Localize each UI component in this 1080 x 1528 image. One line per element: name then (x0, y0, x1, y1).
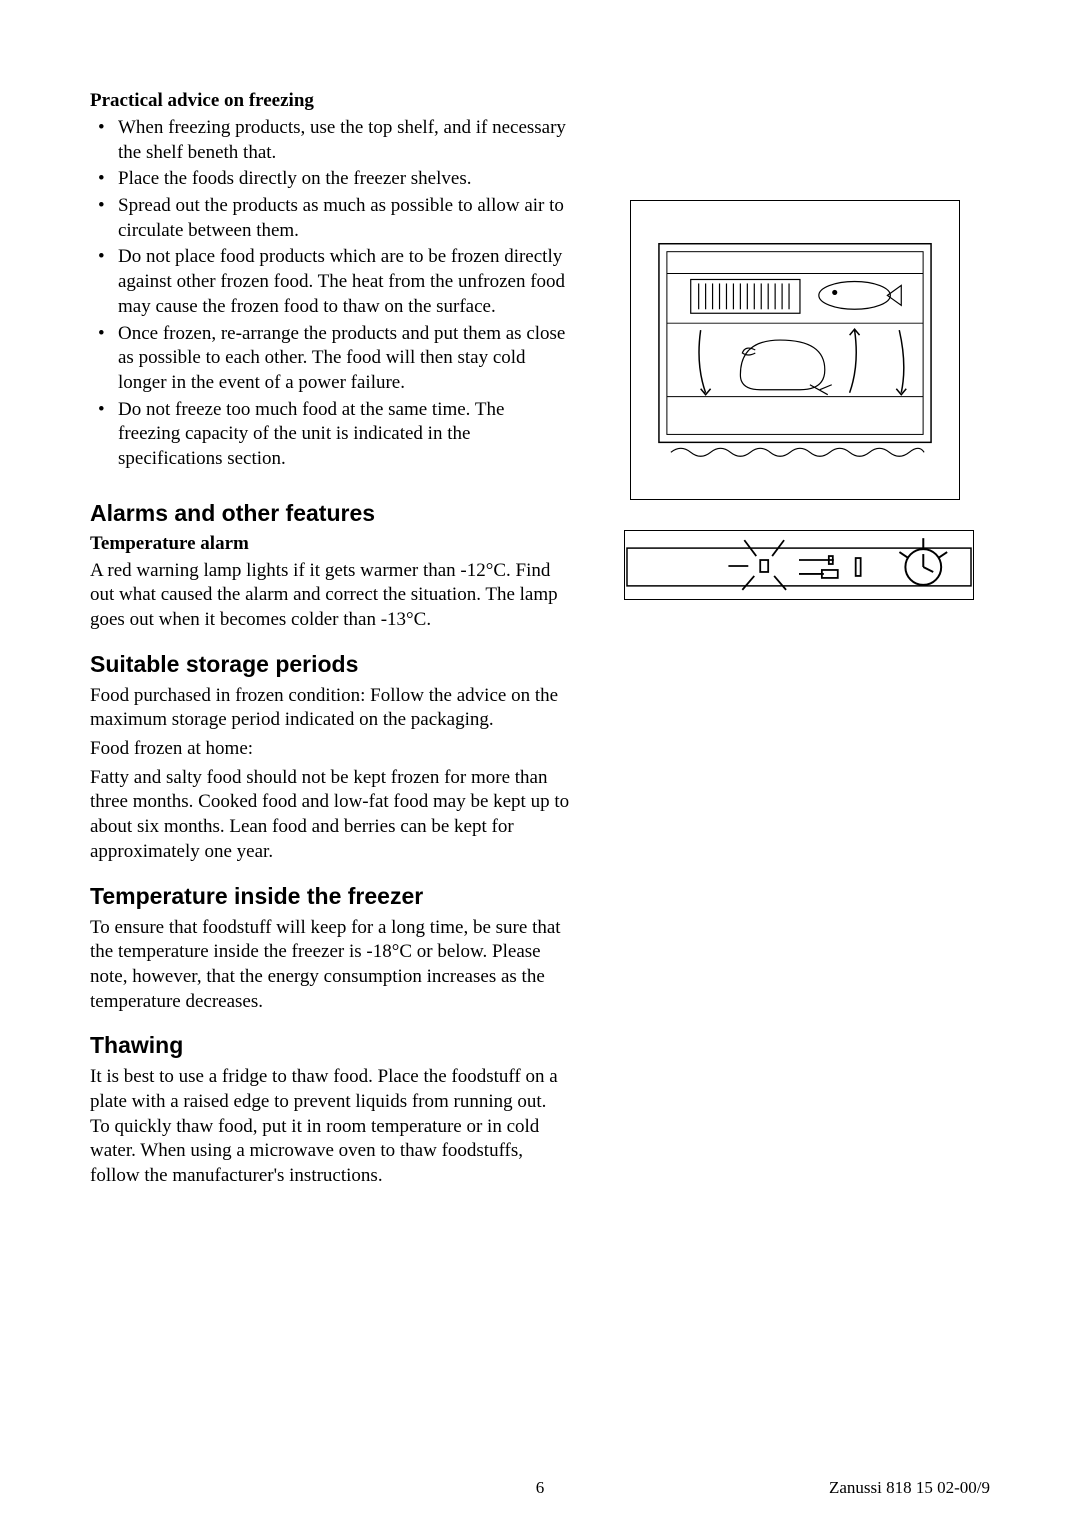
page-number: 6 (536, 1478, 545, 1498)
freezer-compartment-figure (630, 200, 960, 500)
list-item: Spread out the products as much as possi… (90, 194, 570, 243)
right-column (610, 90, 990, 1193)
storage-text-1: Food purchased in frozen condition: Foll… (90, 684, 570, 733)
temp-alarm-text: A red warning lamp lights if it gets war… (90, 559, 570, 633)
thawing-heading: Thawing (90, 1032, 570, 1059)
alarms-heading: Alarms and other features (90, 500, 570, 527)
thawing-text: It is best to use a fridge to thaw food.… (90, 1065, 570, 1188)
list-item: Do not place food products which are to … (90, 245, 570, 319)
control-panel-icon (625, 530, 973, 600)
temp-inside-heading: Temperature inside the freezer (90, 883, 570, 910)
practical-advice-list: When freezing products, use the top shel… (90, 116, 570, 472)
freezer-compartment-icon (651, 235, 939, 465)
footer-right-text: Zanussi 818 15 02-00/9 (829, 1478, 990, 1498)
list-item: Do not freeze too much food at the same … (90, 398, 570, 472)
list-item: Once frozen, re-arrange the products and… (90, 322, 570, 396)
temp-inside-text: To ensure that foodstuff will keep for a… (90, 916, 570, 1015)
practical-advice-heading: Practical advice on freezing (90, 90, 570, 112)
list-item: Place the foods directly on the freezer … (90, 167, 570, 192)
storage-text-2: Food frozen at home: (90, 737, 570, 762)
control-panel-figure (624, 530, 974, 600)
temp-alarm-subheading: Temperature alarm (90, 533, 570, 555)
storage-text-3: Fatty and salty food should not be kept … (90, 766, 570, 865)
left-column: Practical advice on freezing When freezi… (90, 90, 570, 1193)
page-content: Practical advice on freezing When freezi… (0, 0, 1080, 1253)
storage-heading: Suitable storage periods (90, 651, 570, 678)
list-item: When freezing products, use the top shel… (90, 116, 570, 165)
